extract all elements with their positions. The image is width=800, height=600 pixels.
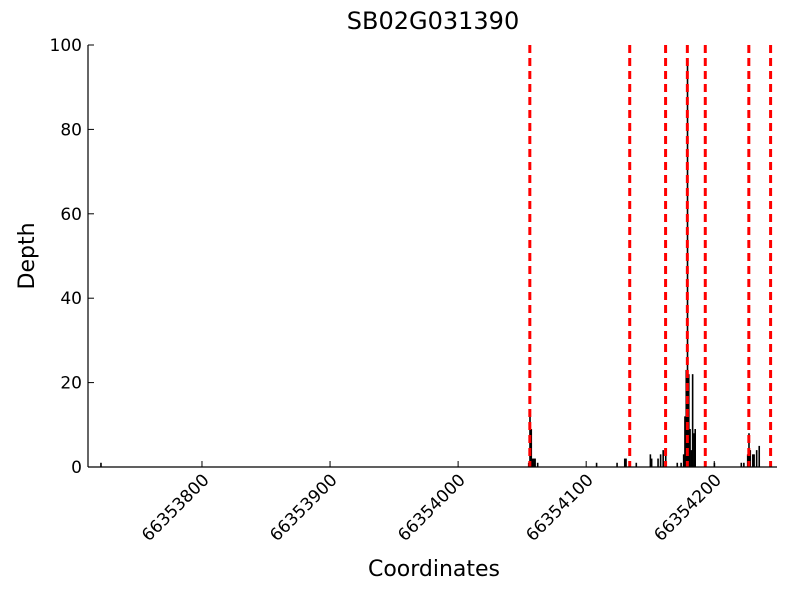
bar	[595, 462, 598, 467]
bar	[531, 458, 534, 467]
x-tick-label: 66354200	[650, 470, 725, 545]
bar	[758, 445, 761, 467]
x-tick-label: 66354100	[522, 470, 597, 545]
bar	[533, 458, 535, 467]
bar	[740, 462, 743, 467]
bar	[686, 61, 689, 467]
bar	[616, 462, 618, 467]
bar	[691, 374, 694, 467]
bar	[743, 462, 745, 467]
x-tick-label: 66353800	[138, 470, 213, 545]
bar	[685, 369, 688, 467]
bar	[534, 458, 536, 467]
bar	[635, 462, 638, 467]
bar	[753, 454, 755, 467]
y-tick-label: 20	[60, 374, 82, 394]
bar	[682, 454, 685, 467]
bar	[687, 374, 690, 467]
bar	[689, 429, 691, 467]
bar	[684, 416, 686, 467]
x-tick-label: 66354000	[394, 470, 469, 545]
y-tick-label: 40	[60, 289, 82, 309]
bar	[755, 450, 758, 467]
bar	[625, 458, 627, 467]
bar	[536, 462, 539, 467]
x-axis-label: Coordinates	[368, 557, 500, 582]
bar	[690, 450, 693, 467]
bar	[752, 454, 754, 467]
bar	[662, 450, 664, 467]
bar	[680, 462, 682, 467]
bar	[664, 454, 667, 467]
bar	[693, 433, 695, 467]
bar	[659, 454, 662, 467]
chart-title: SB02G031390	[347, 7, 519, 35]
bar	[649, 454, 652, 467]
bar	[746, 454, 749, 467]
y-tick-label: 100	[50, 36, 82, 56]
y-tick-label: 60	[60, 205, 82, 225]
x-tick-label: 66353900	[266, 470, 341, 545]
y-tick-label: 80	[60, 120, 82, 140]
y-axis-label: Depth	[15, 222, 40, 289]
bar	[623, 458, 626, 467]
bar	[676, 462, 679, 467]
bar	[650, 458, 653, 467]
y-tick-label: 0	[71, 458, 82, 478]
bar	[657, 458, 659, 467]
bar	[100, 462, 102, 467]
bar	[694, 429, 696, 467]
bar	[749, 450, 752, 467]
